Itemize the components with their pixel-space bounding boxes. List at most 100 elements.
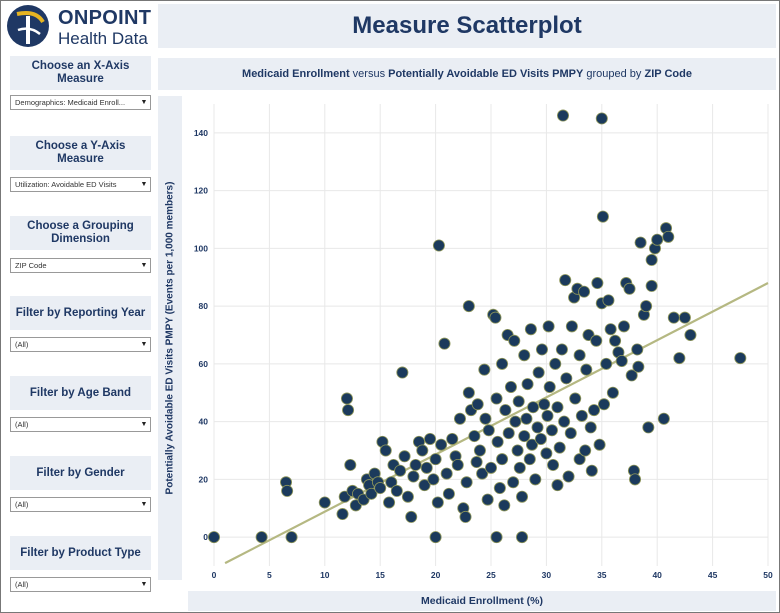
data-point[interactable] xyxy=(564,427,577,440)
data-point[interactable] xyxy=(657,412,670,425)
data-point[interactable] xyxy=(525,438,538,451)
data-point[interactable] xyxy=(405,510,418,523)
data-point[interactable] xyxy=(523,453,536,466)
data-point[interactable] xyxy=(442,487,455,500)
data-point[interactable] xyxy=(662,230,675,243)
data-point[interactable] xyxy=(390,484,403,497)
data-point[interactable] xyxy=(462,300,475,313)
data-point[interactable] xyxy=(551,479,564,492)
data-point[interactable] xyxy=(511,444,524,457)
data-point[interactable] xyxy=(513,461,526,474)
data-point[interactable] xyxy=(588,404,601,417)
data-point[interactable] xyxy=(481,493,494,506)
data-point[interactable] xyxy=(734,352,747,365)
data-point[interactable] xyxy=(558,415,571,428)
data-point[interactable] xyxy=(476,467,489,480)
data-point[interactable] xyxy=(565,320,578,333)
data-point[interactable] xyxy=(424,432,437,445)
data-point[interactable] xyxy=(667,311,680,324)
data-point[interactable] xyxy=(629,473,642,486)
data-point[interactable] xyxy=(651,233,664,246)
data-points[interactable] xyxy=(207,109,747,544)
gender-dropdown[interactable]: (All) ▼ xyxy=(10,497,151,512)
data-point[interactable] xyxy=(342,404,355,417)
data-point[interactable] xyxy=(255,531,268,544)
grouping-dimension-dropdown[interactable]: ZIP Code ▼ xyxy=(10,258,151,273)
data-point[interactable] xyxy=(398,450,411,463)
data-point[interactable] xyxy=(508,334,521,347)
data-point[interactable] xyxy=(509,415,522,428)
data-point[interactable] xyxy=(512,395,525,408)
data-point[interactable] xyxy=(499,404,512,417)
data-point[interactable] xyxy=(420,461,433,474)
data-point[interactable] xyxy=(383,496,396,509)
data-point[interactable] xyxy=(438,337,451,350)
data-point[interactable] xyxy=(559,274,572,287)
data-point[interactable] xyxy=(379,444,392,457)
data-point[interactable] xyxy=(507,476,520,489)
data-point[interactable] xyxy=(557,109,570,122)
data-point[interactable] xyxy=(645,279,658,292)
data-point[interactable] xyxy=(418,479,431,492)
data-point[interactable] xyxy=(453,412,466,425)
reporting-year-dropdown[interactable]: (All) ▼ xyxy=(10,337,151,352)
data-point[interactable] xyxy=(407,470,420,483)
data-point[interactable] xyxy=(598,398,611,411)
y-axis-measure-dropdown[interactable]: Utilization: Avoidable ED Visits ▼ xyxy=(10,177,151,192)
data-point[interactable] xyxy=(471,398,484,411)
data-point[interactable] xyxy=(490,392,503,405)
data-point[interactable] xyxy=(496,357,509,370)
data-point[interactable] xyxy=(578,285,591,298)
data-point[interactable] xyxy=(634,236,647,249)
data-point[interactable] xyxy=(527,401,540,414)
data-point[interactable] xyxy=(584,421,597,434)
data-point[interactable] xyxy=(336,508,349,521)
data-point[interactable] xyxy=(473,444,486,457)
data-point[interactable] xyxy=(446,432,459,445)
data-point[interactable] xyxy=(602,294,615,307)
data-point[interactable] xyxy=(479,412,492,425)
data-point[interactable] xyxy=(684,328,697,341)
data-point[interactable] xyxy=(385,476,398,489)
data-point[interactable] xyxy=(580,363,593,376)
data-point[interactable] xyxy=(468,430,481,443)
data-point[interactable] xyxy=(340,392,353,405)
data-point[interactable] xyxy=(374,482,387,495)
data-point[interactable] xyxy=(520,412,533,425)
data-point[interactable] xyxy=(429,531,442,544)
data-point[interactable] xyxy=(394,464,407,477)
data-point[interactable] xyxy=(207,531,220,544)
data-point[interactable] xyxy=(524,323,537,336)
data-point[interactable] xyxy=(427,473,440,486)
data-point[interactable] xyxy=(553,441,566,454)
data-point[interactable] xyxy=(493,482,506,495)
data-point[interactable] xyxy=(435,438,448,451)
data-point[interactable] xyxy=(516,531,529,544)
data-point[interactable] xyxy=(573,349,586,362)
data-point[interactable] xyxy=(285,531,298,544)
data-point[interactable] xyxy=(416,444,429,457)
data-point[interactable] xyxy=(431,496,444,509)
data-point[interactable] xyxy=(642,421,655,434)
age-band-dropdown[interactable]: (All) ▼ xyxy=(10,417,151,432)
data-point[interactable] xyxy=(595,112,608,125)
data-point[interactable] xyxy=(532,366,545,379)
data-point[interactable] xyxy=(432,239,445,252)
data-point[interactable] xyxy=(484,461,497,474)
data-point[interactable] xyxy=(518,430,531,443)
data-point[interactable] xyxy=(409,458,422,471)
data-point[interactable] xyxy=(502,427,515,440)
data-point[interactable] xyxy=(615,354,628,367)
data-point[interactable] xyxy=(593,438,606,451)
data-point[interactable] xyxy=(516,490,529,503)
data-point[interactable] xyxy=(521,378,534,391)
data-point[interactable] xyxy=(344,458,357,471)
data-point[interactable] xyxy=(585,464,598,477)
data-point[interactable] xyxy=(545,424,558,437)
data-point[interactable] xyxy=(535,343,548,356)
data-point[interactable] xyxy=(551,401,564,414)
data-point[interactable] xyxy=(542,320,555,333)
data-point[interactable] xyxy=(429,453,442,466)
data-point[interactable] xyxy=(600,357,613,370)
data-point[interactable] xyxy=(540,447,553,460)
